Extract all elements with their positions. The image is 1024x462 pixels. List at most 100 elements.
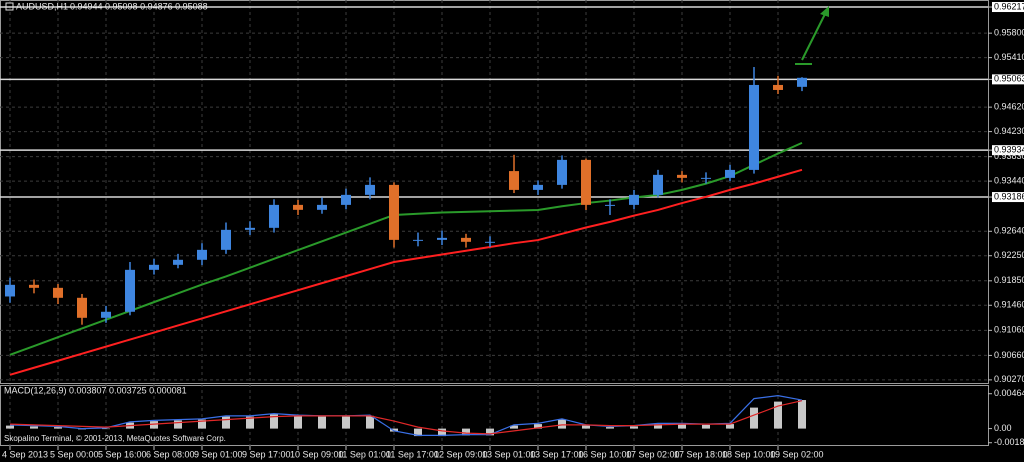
- macd-bar: [54, 427, 62, 429]
- candle-body: [749, 84, 759, 170]
- y-tick-label: 0.94230: [994, 126, 1024, 136]
- macd-bar: [366, 415, 374, 429]
- macd-bar: [414, 428, 422, 437]
- y-tick-label: 0.93934: [994, 145, 1024, 155]
- chart-title: AUDUSD,H1: [16, 1, 68, 11]
- macd-frame: [0, 385, 989, 446]
- y-tick-label: 0.004649: [994, 388, 1024, 398]
- candle-body: [149, 264, 159, 270]
- candle-body: [509, 171, 519, 190]
- y-tick-label: 0.90660: [994, 350, 1024, 360]
- candle-body: [5, 284, 15, 297]
- macd-bar: [390, 428, 398, 432]
- candle-body: [221, 229, 231, 250]
- y-tick-label: 0.91060: [994, 325, 1024, 335]
- chart-subtitle: 0.94944 0.95098 0.94876 0.95088: [70, 1, 208, 11]
- candle-body: [629, 194, 639, 205]
- candle-body: [29, 284, 39, 288]
- y-tick-label: 0.93440: [994, 175, 1024, 185]
- y-tick-highlight: [992, 2, 1024, 13]
- x-tick-label: 13 Sep 01:00: [482, 449, 536, 459]
- indicator-line: [9, 400, 803, 435]
- macd-bar: [510, 425, 518, 429]
- candle-body: [677, 174, 687, 178]
- y-tick-highlight: [992, 145, 1024, 156]
- candle-body: [605, 204, 615, 206]
- y-tick-label: 0.91850: [994, 275, 1024, 285]
- y-tick-label: 0.93830: [994, 151, 1024, 161]
- x-tick-label: 17 Sep 02:00: [626, 449, 680, 459]
- candle-body: [773, 84, 783, 90]
- macd-bar: [726, 424, 734, 429]
- candle-body: [413, 239, 423, 241]
- trend-arrow-head: [820, 6, 829, 17]
- macd-bar: [678, 424, 686, 429]
- x-tick-label: 11 Sep 17:00: [386, 449, 439, 459]
- y-tick-label: 0.00: [994, 423, 1012, 433]
- macd-bar: [30, 426, 38, 429]
- macd-bar: [702, 424, 710, 429]
- y-tick-label: 0.92640: [994, 226, 1024, 236]
- macd-bar: [6, 425, 14, 429]
- candle-body: [533, 184, 543, 190]
- macd-bar: [774, 401, 782, 429]
- candle-body: [557, 159, 567, 185]
- candle-body: [437, 237, 447, 240]
- x-tick-label: 10 Sep 09:00: [290, 449, 344, 459]
- candle-body: [581, 159, 591, 205]
- main-frame: [0, 0, 989, 384]
- x-tick-label: 16 Sep 10:00: [578, 449, 632, 459]
- x-tick-label: 6 Sep 08:00: [146, 449, 195, 459]
- macd-bar: [270, 414, 278, 429]
- candle-body: [341, 194, 351, 205]
- candle-body: [197, 249, 207, 260]
- trend-arrow: [801, 11, 827, 61]
- x-tick-label: 9 Sep 17:00: [242, 449, 291, 459]
- x-tick-label: 18 Sep 10:00: [722, 449, 776, 459]
- footer: Skopalino Terminal, © 2001-2013, MetaQuo…: [4, 434, 226, 443]
- y-tick-label: 0.93186: [994, 191, 1024, 201]
- macd-bar: [294, 415, 302, 429]
- y-tick-label: 0.91460: [994, 300, 1024, 310]
- candle-body: [53, 287, 63, 298]
- x-tick-label: 12 Sep 09:00: [434, 449, 488, 459]
- macd-bar: [606, 427, 614, 429]
- candle-body: [797, 77, 807, 87]
- x-tick-label: 4 Sep 2013: [2, 449, 48, 459]
- x-tick-label: 19 Sep 02:00: [770, 449, 824, 459]
- macd-bar: [318, 416, 326, 429]
- macd-bar: [630, 426, 638, 429]
- macd-bar: [222, 416, 230, 429]
- indicator-line: [9, 168, 803, 376]
- macd-bar: [102, 428, 110, 430]
- y-tick-label: 0.90270: [994, 374, 1024, 384]
- y-tick-label: 0.92250: [994, 250, 1024, 260]
- candle-body: [725, 169, 735, 178]
- macd-bar: [246, 416, 254, 429]
- macd-bar: [486, 428, 494, 436]
- macd-bar: [462, 428, 470, 436]
- macd-bar: [654, 424, 662, 429]
- macd-bar: [150, 421, 158, 429]
- macd-bar: [582, 425, 590, 429]
- title-icon: [5, 2, 14, 11]
- macd-bar: [438, 428, 446, 437]
- candle-body: [461, 237, 471, 242]
- candle-body: [485, 241, 495, 243]
- candle-body: [101, 311, 111, 318]
- x-tick-label: 5 Sep 00:00: [50, 449, 99, 459]
- macd-bar: [534, 424, 542, 429]
- candle-body: [701, 177, 711, 179]
- candle-body: [245, 227, 255, 230]
- y-tick-label: 0.95063: [994, 74, 1024, 84]
- y-tick-label: 0.96217: [994, 1, 1024, 11]
- x-tick-label: 9 Sep 01:00: [194, 449, 243, 459]
- macd-title: MACD(12,26,9) 0.003807 0.003725 0.000081: [4, 385, 187, 395]
- macd-bar: [342, 416, 350, 429]
- y-tick-label: 0.95800: [994, 28, 1024, 38]
- candle-body: [293, 204, 303, 210]
- candle-body: [653, 174, 663, 195]
- y-tick-label: -0.001885: [994, 437, 1024, 447]
- x-tick-label: 5 Sep 16:00: [98, 449, 147, 459]
